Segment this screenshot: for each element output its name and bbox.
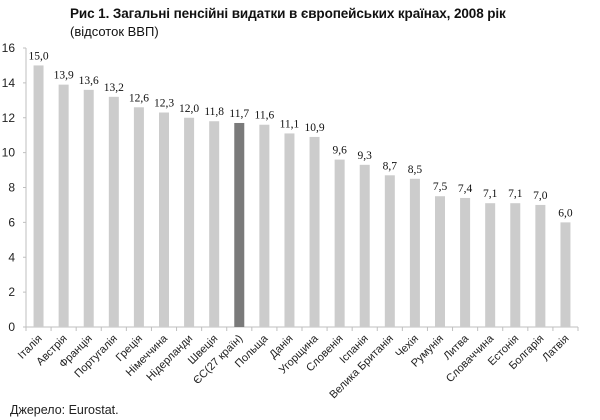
source-note: Джерело: Eurostat. <box>10 403 119 417</box>
y-tick-label: 4 <box>8 250 15 264</box>
y-tick-label: 16 <box>2 41 16 55</box>
data-label: 11,7 <box>229 108 249 120</box>
data-label: 13,2 <box>104 82 124 94</box>
y-tick-label: 2 <box>8 285 15 299</box>
bar <box>384 175 395 327</box>
data-label: 12,6 <box>129 92 149 104</box>
bar <box>108 96 119 327</box>
bar <box>409 178 420 327</box>
bar <box>184 117 195 327</box>
y-tick-label: 14 <box>2 76 16 90</box>
bar <box>284 133 295 327</box>
data-label: 7,0 <box>533 190 548 202</box>
y-tick-label: 12 <box>2 111 16 125</box>
data-label: 9,6 <box>332 145 347 157</box>
chart-title: Рис 1. Загальні пенсійні видатки в європ… <box>70 6 506 21</box>
data-label: 8,5 <box>408 164 423 176</box>
y-tick-label: 6 <box>8 215 15 229</box>
bar <box>560 222 571 327</box>
bar <box>359 164 370 327</box>
data-label: 13,6 <box>79 75 99 87</box>
bar <box>159 112 169 327</box>
bar <box>209 121 220 327</box>
y-tick-label: 8 <box>8 181 15 195</box>
data-label: 7,5 <box>433 181 448 193</box>
y-tick-label: 10 <box>2 146 16 160</box>
category-labels: ІталіяАвстріяФранціяПортугаліяГреціяНіме… <box>16 332 572 401</box>
data-label: 13,9 <box>54 70 74 82</box>
data-label: 11,1 <box>280 118 300 130</box>
data-label: 12,0 <box>179 103 199 115</box>
x-axis <box>25 326 579 331</box>
category-label: Латвія <box>540 333 571 364</box>
y-tick-label: 0 <box>8 320 15 334</box>
data-label: 6,0 <box>558 207 573 219</box>
data-label: 10,9 <box>304 122 324 134</box>
bar <box>485 203 496 327</box>
bar <box>435 196 445 327</box>
bar-highlight <box>234 122 245 327</box>
y-axis: 0 2 4 6 8 10 12 14 16 <box>2 41 27 334</box>
bar <box>133 107 144 327</box>
chart-subtitle: (відсоток ВВП) <box>70 24 159 39</box>
bar <box>58 84 69 328</box>
bar <box>535 204 546 327</box>
data-labels: 15,0 13,9 13,6 13,2 12,6 12,3 12,0 11,8 11,7 11,6… <box>28 50 572 219</box>
bar <box>33 65 44 327</box>
data-label: 9,3 <box>358 150 373 162</box>
data-label: 7,1 <box>508 188 523 200</box>
data-label: 7,1 <box>483 188 498 200</box>
bars <box>33 65 571 328</box>
data-label: 11,8 <box>204 106 224 118</box>
bar <box>334 159 345 327</box>
data-label: 15,0 <box>28 50 48 62</box>
bar <box>510 203 521 327</box>
data-label: 7,4 <box>458 183 473 195</box>
bar <box>460 197 471 327</box>
data-label: 12,3 <box>154 98 174 110</box>
bar <box>83 89 94 327</box>
bar <box>259 124 270 327</box>
bar <box>309 136 320 327</box>
data-label: 8,7 <box>383 160 398 172</box>
data-label: 11,6 <box>255 110 275 122</box>
